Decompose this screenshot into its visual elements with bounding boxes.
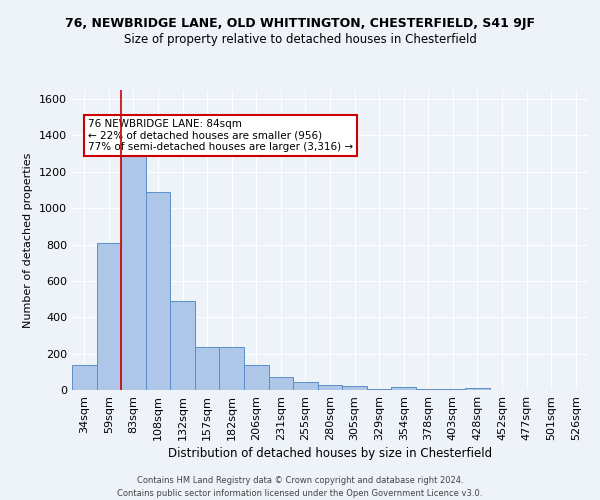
Bar [220,348,244,390]
Text: Contains HM Land Registry data © Crown copyright and database right 2024.
Contai: Contains HM Land Registry data © Crown c… [118,476,482,498]
Bar [416,389,440,390]
Text: Size of property relative to detached houses in Chesterfield: Size of property relative to detached ho… [124,32,476,46]
Bar [367,389,391,390]
Bar [342,386,367,390]
Bar [121,154,146,390]
Bar [318,386,342,390]
Bar [244,366,269,390]
Bar [293,382,318,390]
Y-axis label: Number of detached properties: Number of detached properties [23,152,34,328]
Bar [97,242,121,390]
Bar [170,301,195,390]
Bar [269,378,293,390]
X-axis label: Distribution of detached houses by size in Chesterfield: Distribution of detached houses by size … [168,447,492,460]
Text: 76, NEWBRIDGE LANE, OLD WHITTINGTON, CHESTERFIELD, S41 9JF: 76, NEWBRIDGE LANE, OLD WHITTINGTON, CHE… [65,18,535,30]
Bar [195,348,220,390]
Bar [72,364,97,390]
Bar [440,389,465,390]
Bar [146,192,170,390]
Text: 76 NEWBRIDGE LANE: 84sqm
← 22% of detached houses are smaller (956)
77% of semi-: 76 NEWBRIDGE LANE: 84sqm ← 22% of detach… [88,119,353,152]
Bar [465,388,490,390]
Bar [391,388,416,390]
